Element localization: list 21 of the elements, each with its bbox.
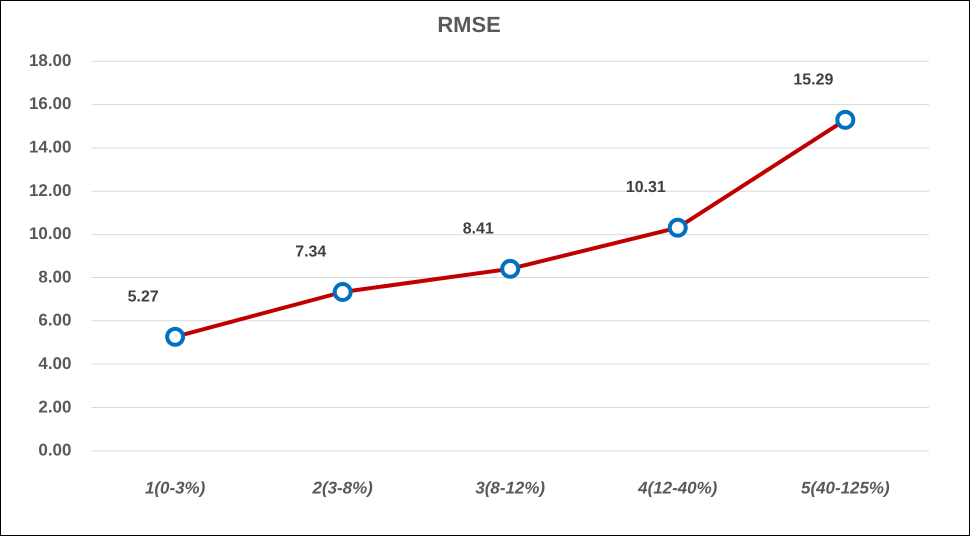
x-tick-label: 2(3-8%)	[312, 478, 374, 498]
x-tick-label: 1(0-3%)	[144, 478, 206, 498]
y-tick-label: 16.00	[28, 94, 72, 114]
data-label: 5.27	[128, 288, 159, 306]
data-label: 8.41	[462, 220, 494, 238]
x-tick-label: 5(40-125%)	[801, 478, 890, 498]
chart-title: RMSE	[437, 12, 501, 38]
y-tick-label: 10.00	[28, 224, 72, 244]
data-label: 15.29	[793, 71, 834, 88]
data-label: 10.31	[626, 179, 666, 196]
data-label: 7.34	[295, 244, 326, 261]
x-tick-label: 4(12-40%)	[637, 478, 718, 498]
y-tick-label: 8.00	[38, 267, 72, 286]
y-tick-label: 14.00	[28, 137, 72, 156]
y-tick-label: 2.00	[38, 397, 72, 416]
y-tick-label: 18.00	[28, 50, 72, 70]
y-tick-label: 0.00	[38, 440, 72, 460]
x-tick-label: 3(8-12%)	[475, 478, 546, 498]
y-tick-label: 4.00	[38, 354, 72, 373]
y-tick-label: 12.00	[28, 180, 72, 200]
y-tick-label: 6.00	[38, 310, 72, 330]
